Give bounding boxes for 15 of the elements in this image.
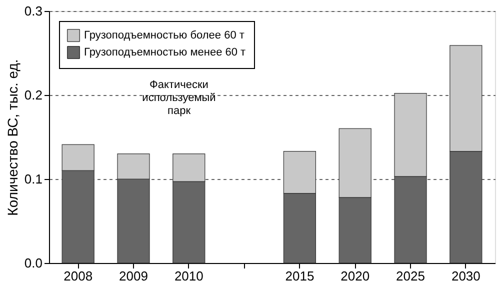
y-tick-label: 0.3	[24, 4, 42, 18]
x-tick-label: 2020	[340, 268, 370, 284]
x-tick-label: 2025	[396, 268, 425, 284]
x-tick-label: 2009	[119, 268, 148, 284]
y-tick-label: 0.1	[24, 172, 42, 186]
x-tick-label: 2030	[451, 268, 480, 284]
y-tick-label: 0.2	[24, 88, 42, 102]
annotation: Фактически используемый парк	[142, 79, 216, 117]
y-axis-title: Количество ВС, тыс. ед.	[4, 59, 20, 216]
y-tick-label: 0.0	[24, 256, 42, 270]
legend-label: Грузоподъемностью менее 60 т	[84, 46, 246, 58]
x-tick-label: 2010	[174, 268, 204, 284]
x-tick-label: 2015	[285, 268, 314, 284]
legend-label: Грузоподъемностью более 60 т	[84, 30, 244, 42]
x-tick-label: 2008	[64, 268, 93, 284]
